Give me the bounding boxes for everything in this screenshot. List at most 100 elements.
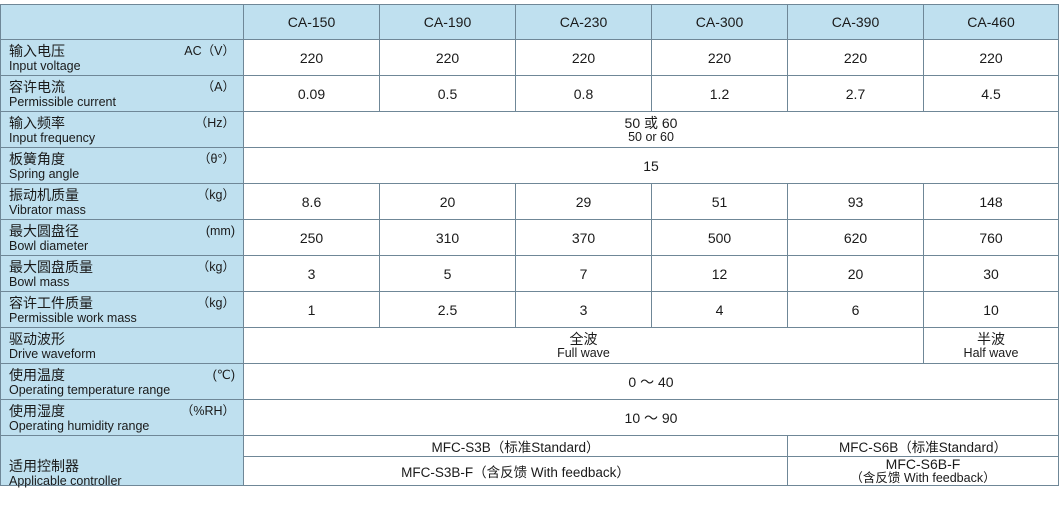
label-en: Drive waveform [9, 347, 96, 361]
label-en: Bowl mass [9, 275, 70, 289]
row-operating-humidity: 使用湿度 Operating humidity range （%RH） 10 ～… [0, 399, 1059, 436]
value-cell: 5 [379, 255, 516, 292]
row-label: 容许电流 Permissible current （A） [0, 75, 244, 112]
row-label: 最大圆盘径 Bowl diameter (mm) [0, 219, 244, 256]
value-cell: 51 [651, 183, 788, 220]
value-cell-merged: 50 或 60 50 or 60 [243, 111, 1059, 148]
label-zh: 容许电流 [9, 79, 65, 95]
value-cell: 760 [923, 219, 1059, 256]
row-label: 输入频率 Input frequency （Hz） [0, 111, 244, 148]
label-zh: 适用控制器 [9, 458, 79, 474]
half-wave-cell: 半波 Half wave [923, 327, 1059, 364]
value-cell: 29 [515, 183, 652, 220]
value-cell: 220 [923, 39, 1059, 76]
value-cell: 0.5 [379, 75, 516, 112]
value-cell: 500 [651, 219, 788, 256]
label-zh: 最大圆盘径 [9, 223, 79, 239]
value-zh: 50 或 60 [624, 114, 678, 131]
controller-feedback-a: MFC-S3B-F（含反馈 With feedback） [243, 456, 788, 486]
label-en: Operating temperature range [9, 383, 171, 397]
row-operating-temperature: 使用温度 Operating temperature range (℃) 0 ～… [0, 363, 1059, 400]
row-spring-angle: 板簧角度 Spring angle （θ°） 15 [0, 147, 1059, 184]
label-en: Input frequency [9, 131, 96, 145]
value-cell: 370 [515, 219, 652, 256]
value-cell: 4 [651, 291, 788, 328]
value-cell: 0.09 [243, 75, 380, 112]
label-unit: （Hz） [194, 116, 235, 130]
label-zh: 容许工件质量 [9, 295, 93, 311]
value-cell: 4.5 [923, 75, 1059, 112]
value-cell: 7 [515, 255, 652, 292]
row-label: 适用控制器 Applicable controller [0, 435, 244, 488]
value-en: Half wave [963, 345, 1019, 360]
value-cell: 250 [243, 219, 380, 256]
label-zh: 驱动波形 [9, 331, 65, 347]
model-header: CA-300 [651, 4, 788, 40]
label-unit: (℃) [212, 368, 235, 382]
label-en: Vibrator mass [9, 203, 86, 217]
row-label: 输入电压 Input voltage AC（V） [0, 39, 244, 76]
label-unit: （kg） [196, 188, 235, 202]
value-cell-merged: 15 [243, 147, 1059, 184]
corner-cell [0, 4, 244, 40]
row-label: 容许工件质量 Permissible work mass （kg） [0, 291, 244, 328]
value-cell: 310 [379, 219, 516, 256]
row-input-frequency: 输入频率 Input frequency （Hz） 50 或 60 50 or … [0, 111, 1059, 148]
controller-standard-a: MFC-S3B（标准Standard） [243, 435, 788, 457]
value-cell: 6 [787, 291, 924, 328]
spec-table: CA-150 CA-190 CA-230 CA-300 CA-390 CA-46… [0, 4, 1059, 488]
value-cell: 220 [515, 39, 652, 76]
value-en: Full wave [557, 345, 610, 360]
value-cell: 30 [923, 255, 1059, 292]
value-zh: 全波 [569, 330, 598, 347]
row-label: 使用湿度 Operating humidity range （%RH） [0, 399, 244, 436]
value-cell: 148 [923, 183, 1059, 220]
value-cell: 220 [787, 39, 924, 76]
row-label: 振动机质量 Vibrator mass （kg） [0, 183, 244, 220]
value-cell: 620 [787, 219, 924, 256]
value-cell: 1 [243, 291, 380, 328]
value-cell: 10 [923, 291, 1059, 328]
label-zh: 使用湿度 [9, 403, 65, 419]
value-cell: 20 [379, 183, 516, 220]
row-label: 使用温度 Operating temperature range (℃) [0, 363, 244, 400]
row-permissible-current: 容许电流 Permissible current （A） 0.09 0.5 0.… [0, 75, 1059, 112]
row-bowl-diameter: 最大圆盘径 Bowl diameter (mm) 250 310 370 500… [0, 219, 1059, 256]
value-cell: 220 [651, 39, 788, 76]
value-zh: 半波 [977, 330, 1005, 347]
value-line-2: （含反馈 With feedback） [850, 471, 996, 485]
value-cell: 93 [787, 183, 924, 220]
value-cell: 12 [651, 255, 788, 292]
label-zh: 输入频率 [9, 115, 65, 131]
label-zh: 振动机质量 [9, 187, 79, 203]
label-zh: 输入电压 [9, 43, 65, 59]
value-cell-merged: 0 ～ 40 [243, 363, 1059, 400]
row-controller-feedback: MFC-S3B-F（含反馈 With feedback） MFC-S6B-F （… [1, 456, 1059, 486]
row-label: 最大圆盘质量 Bowl mass （kg） [0, 255, 244, 292]
row-input-voltage: 输入电压 Input voltage AC（V） 220 220 220 220… [0, 39, 1059, 76]
value-cell: 220 [379, 39, 516, 76]
model-header: CA-390 [787, 4, 924, 40]
label-en: Permissible current [9, 95, 116, 109]
controller-feedback-b: MFC-S6B-F （含反馈 With feedback） [787, 456, 1059, 486]
row-permissible-work-mass: 容许工件质量 Permissible work mass （kg） 1 2.5 … [0, 291, 1059, 328]
value-cell: 3 [243, 255, 380, 292]
model-header: CA-230 [515, 4, 652, 40]
label-unit: AC（V） [184, 44, 235, 58]
label-en: Input voltage [9, 59, 81, 73]
label-unit: （%RH） [180, 404, 235, 418]
label-unit: （kg） [196, 296, 235, 310]
value-cell: 3 [515, 291, 652, 328]
row-label: 驱动波形 Drive waveform [0, 327, 244, 364]
label-en: Applicable controller [9, 474, 122, 488]
value-cell-merged: 10 ～ 90 [243, 399, 1059, 436]
row-bowl-mass: 最大圆盘质量 Bowl mass （kg） 3 5 7 12 20 30 [0, 255, 1059, 292]
value-line-1: MFC-S6B-F [885, 456, 961, 472]
label-zh: 板簧角度 [9, 151, 65, 167]
label-zh: 最大圆盘质量 [9, 259, 93, 275]
label-unit: （kg） [196, 260, 235, 274]
model-header: CA-190 [379, 4, 516, 40]
row-vibrator-mass: 振动机质量 Vibrator mass （kg） 8.6 20 29 51 93… [0, 183, 1059, 220]
value-cell: 0.8 [515, 75, 652, 112]
label-unit: （A） [201, 80, 235, 94]
